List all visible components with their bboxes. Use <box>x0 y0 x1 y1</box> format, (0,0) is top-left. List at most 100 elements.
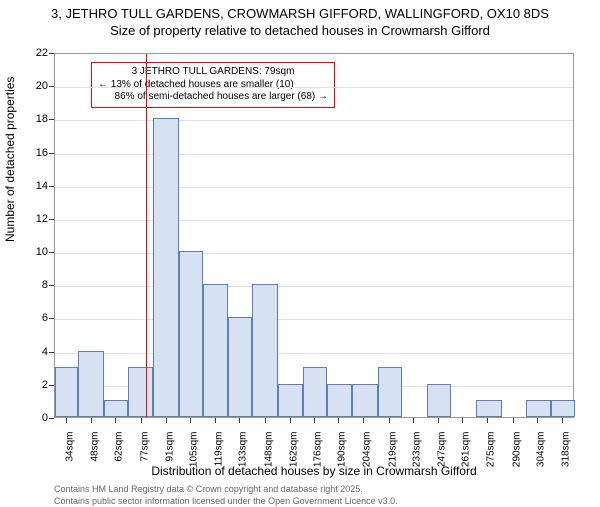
x-tick-label: 62sqm <box>114 432 125 472</box>
gridline-h <box>55 286 573 287</box>
x-tick <box>562 418 563 423</box>
y-tick <box>49 318 54 319</box>
x-tick <box>363 418 364 423</box>
x-tick-label: 233sqm <box>412 432 423 472</box>
x-tick <box>115 418 116 423</box>
x-tick-label: 119sqm <box>213 432 224 472</box>
histogram-bar <box>303 367 327 417</box>
gridline-h <box>55 87 573 88</box>
x-tick <box>513 418 514 423</box>
annotation-line1: 3 JETHRO TULL GARDENS: 79sqm <box>98 66 328 79</box>
y-tick <box>49 186 54 187</box>
chart-title-line1: 3, JETHRO TULL GARDENS, CROWMARSH GIFFOR… <box>0 0 600 21</box>
y-tick <box>49 86 54 87</box>
y-tick <box>49 352 54 353</box>
annotation-box: 3 JETHRO TULL GARDENS: 79sqm ← 13% of de… <box>91 62 335 108</box>
x-tick <box>290 418 291 423</box>
histogram-bar <box>476 400 502 417</box>
gridline-h <box>55 253 573 254</box>
histogram-bar <box>153 118 179 417</box>
histogram-bar <box>551 400 575 417</box>
x-tick <box>265 418 266 423</box>
histogram-bar <box>252 284 278 417</box>
y-tick-label: 22 <box>28 47 48 59</box>
histogram-bar <box>278 384 302 417</box>
footer-line1: Contains HM Land Registry data © Crown c… <box>54 484 398 496</box>
histogram-bar <box>179 251 203 417</box>
x-tick <box>413 418 414 423</box>
reference-line <box>146 54 147 417</box>
x-tick-label: 162sqm <box>288 432 299 472</box>
y-tick-label: 0 <box>28 412 48 424</box>
plot-area: 3 JETHRO TULL GARDENS: 79sqm ← 13% of de… <box>54 53 574 418</box>
footer-line2: Contains public sector information licen… <box>54 496 398 507</box>
x-tick <box>66 418 67 423</box>
y-tick-label: 20 <box>28 80 48 92</box>
x-tick-label: 105sqm <box>189 432 200 472</box>
gridline-h <box>55 154 573 155</box>
y-tick <box>49 285 54 286</box>
histogram-bar <box>228 317 252 417</box>
x-tick <box>338 418 339 423</box>
histogram-bar <box>526 400 550 417</box>
x-tick-label: 290sqm <box>511 432 522 472</box>
histogram-bar <box>55 367 78 417</box>
y-axis-label: Number of detached properties <box>3 77 17 242</box>
x-tick-label: 261sqm <box>461 432 472 472</box>
x-tick-label: 133sqm <box>237 432 248 472</box>
y-tick-label: 14 <box>28 180 48 192</box>
gridline-h <box>55 319 573 320</box>
x-tick-label: 176sqm <box>313 432 324 472</box>
x-tick <box>537 418 538 423</box>
histogram-bar <box>427 384 451 417</box>
gridline-h <box>55 353 573 354</box>
x-tick-label: 247sqm <box>436 432 447 472</box>
histogram-bar <box>378 367 402 417</box>
gridline-h <box>55 120 573 121</box>
chart-container: 3, JETHRO TULL GARDENS, CROWMARSH GIFFOR… <box>0 0 600 500</box>
x-tick <box>438 418 439 423</box>
footer-attribution: Contains HM Land Registry data © Crown c… <box>54 484 398 507</box>
x-tick <box>462 418 463 423</box>
x-tick-label: 91sqm <box>164 432 175 472</box>
y-tick <box>49 53 54 54</box>
y-tick-label: 2 <box>28 379 48 391</box>
x-tick <box>190 418 191 423</box>
y-tick-label: 16 <box>28 147 48 159</box>
x-tick <box>487 418 488 423</box>
x-tick-label: 304sqm <box>536 432 547 472</box>
y-tick-label: 4 <box>28 346 48 358</box>
x-tick-label: 204sqm <box>361 432 372 472</box>
y-tick-label: 8 <box>28 279 48 291</box>
x-tick-label: 34sqm <box>65 432 76 472</box>
x-tick-label: 275sqm <box>485 432 496 472</box>
y-tick-label: 18 <box>28 113 48 125</box>
x-tick <box>141 418 142 423</box>
x-tick <box>389 418 390 423</box>
y-tick <box>49 119 54 120</box>
y-tick <box>49 219 54 220</box>
annotation-line2: ← 13% of detached houses are smaller (10… <box>98 79 328 92</box>
y-tick <box>49 252 54 253</box>
histogram-bar <box>352 384 378 417</box>
x-tick-label: 219sqm <box>388 432 399 472</box>
x-tick <box>215 418 216 423</box>
x-tick <box>166 418 167 423</box>
x-tick <box>239 418 240 423</box>
y-tick-label: 12 <box>28 213 48 225</box>
y-tick <box>49 385 54 386</box>
y-tick-label: 10 <box>28 246 48 258</box>
gridline-h <box>55 187 573 188</box>
annotation-line3: 86% of semi-detached houses are larger (… <box>98 91 328 104</box>
y-tick <box>49 418 54 419</box>
x-tick <box>91 418 92 423</box>
histogram-bar <box>78 351 104 417</box>
y-tick <box>49 153 54 154</box>
histogram-bar <box>327 384 351 417</box>
x-tick-label: 48sqm <box>89 432 100 472</box>
x-tick <box>314 418 315 423</box>
x-tick-label: 318sqm <box>560 432 571 472</box>
x-tick-label: 190sqm <box>337 432 348 472</box>
gridline-h <box>55 220 573 221</box>
histogram-bar <box>128 367 152 417</box>
